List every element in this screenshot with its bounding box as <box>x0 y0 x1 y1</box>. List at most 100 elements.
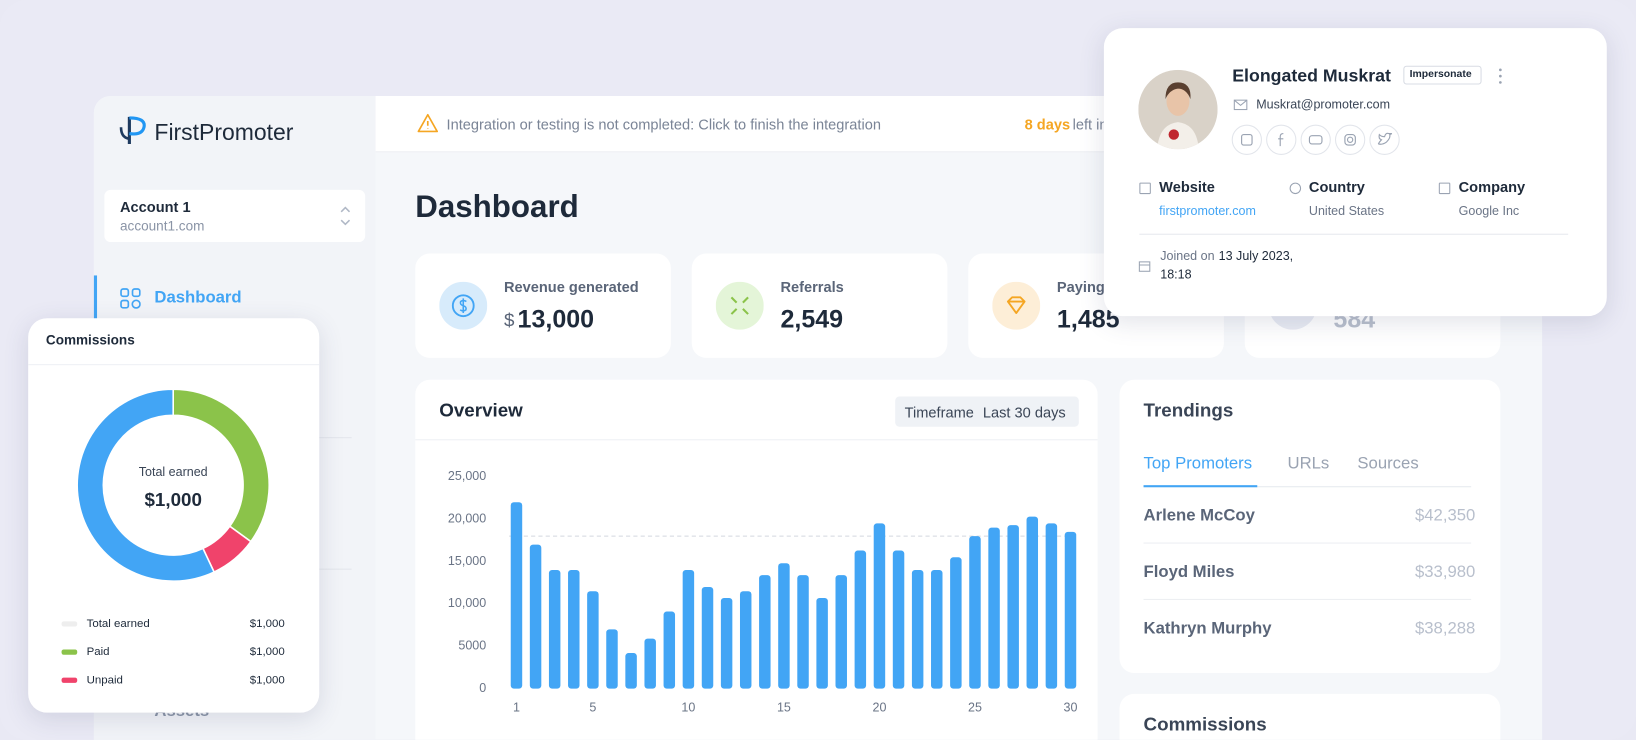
legend-name: Paid <box>87 646 110 658</box>
y-tick-label: 0 <box>479 681 486 695</box>
stat-value: 13,000 <box>517 305 595 334</box>
account-domain: account1.com <box>119 218 205 234</box>
nav-item[interactable]: Dashboard <box>154 289 242 307</box>
bar <box>701 586 714 689</box>
legend-name: Unpaid <box>87 674 123 686</box>
logo-text: FirstPromoter <box>154 118 294 146</box>
bar <box>797 575 809 689</box>
field-value: United States <box>1308 203 1385 219</box>
joined-time: 18:18 <box>1160 267 1192 282</box>
bar <box>548 570 561 689</box>
tab[interactable]: Top Promoters <box>1143 454 1253 473</box>
stat-icon <box>439 281 488 330</box>
legend-value: $1,000 <box>250 618 285 630</box>
divider <box>1143 542 1472 544</box>
account-name: Account 1 <box>119 198 191 215</box>
field-label: Country <box>1308 178 1365 196</box>
account-select[interactable] <box>104 189 366 243</box>
bar <box>587 591 599 689</box>
more-icon[interactable] <box>1496 67 1504 86</box>
legend-value: $1,000 <box>250 646 285 658</box>
x-tick-label: 15 <box>777 701 791 715</box>
card-title: Commissions <box>1143 713 1267 735</box>
x-tick-label: 25 <box>968 701 982 715</box>
bar <box>950 557 962 689</box>
avatar <box>1138 69 1218 150</box>
bar <box>1026 516 1039 689</box>
page-title: Dashboard <box>415 189 579 225</box>
field-icon <box>1289 182 1301 195</box>
nav-indicator <box>93 275 98 322</box>
trendings-title: Trendings <box>1143 399 1234 421</box>
bar <box>931 570 943 689</box>
bar <box>835 575 847 689</box>
center-label: Total earned <box>139 465 208 479</box>
promoter-name: Kathryn Murphy <box>1143 619 1272 638</box>
stat-value: 1,485 <box>1056 305 1120 334</box>
field-value: Google Inc <box>1458 203 1520 219</box>
y-tick-label: 20,000 <box>448 511 486 525</box>
legend-swatch <box>61 649 78 655</box>
bar <box>529 544 542 689</box>
tab[interactable]: Sources <box>1357 454 1419 473</box>
overview-title: Overview <box>439 399 523 421</box>
promoter-amount: $38,288 <box>1414 619 1476 638</box>
bar <box>663 611 676 689</box>
bar <box>816 597 828 689</box>
y-tick-label: 25,000 <box>448 469 486 483</box>
divider <box>1143 598 1472 600</box>
profile-name: Elongated Muskrat <box>1232 65 1391 86</box>
warning-icon <box>417 113 439 133</box>
bar <box>1045 523 1058 689</box>
tab[interactable]: URLs <box>1287 454 1330 473</box>
promoter-amount: $33,980 <box>1414 563 1476 582</box>
x-tick-label: 20 <box>872 701 886 715</box>
divider <box>1139 233 1569 235</box>
bar <box>759 575 771 689</box>
stat-currency: $ <box>503 309 515 331</box>
nav-icon <box>120 288 141 309</box>
chevrons <box>340 206 351 226</box>
joined-prefix: Joined on <box>1160 248 1215 263</box>
commissions-popup <box>28 318 320 713</box>
timeframe-button[interactable] <box>895 396 1079 427</box>
center-value: $1,000 <box>144 489 201 510</box>
promoter-amount: $42,350 <box>1414 507 1476 525</box>
tab-underline <box>1143 485 1258 488</box>
impersonate-button[interactable] <box>1403 65 1482 85</box>
legend-name: Total earned <box>87 618 150 630</box>
promoter-name: Arlene McCoy <box>1143 507 1255 525</box>
banner-message: Integration or testing is not completed:… <box>446 115 881 133</box>
divider <box>415 439 1098 441</box>
stat-label: Paying <box>1056 278 1105 296</box>
stat-label: Revenue generated <box>503 278 639 296</box>
bar <box>510 502 523 689</box>
bar <box>1007 525 1019 689</box>
commissions-chart: Commissions Total earned $1,000 Total earne… <box>46 333 285 687</box>
joined-date: 13 July 2023, <box>1218 248 1294 263</box>
banner-suffix: left in <box>1072 115 1108 133</box>
x-tick-label: 5 <box>589 701 596 715</box>
timeframe-label: Timeframe <box>904 403 974 421</box>
y-tick-label: 15,000 <box>448 554 486 568</box>
bar <box>1064 531 1077 689</box>
bar <box>892 550 905 689</box>
y-tick-label: 5000 <box>458 639 486 653</box>
bar <box>911 570 924 689</box>
commissions-card <box>1119 693 1501 740</box>
legend-swatch <box>61 621 78 627</box>
field-label: Website <box>1159 178 1215 196</box>
mail-icon <box>1233 99 1248 111</box>
legend-swatch <box>61 677 78 683</box>
x-tick-label: 1 <box>513 701 520 715</box>
profile-email: Muskrat@promoter.com <box>1256 97 1390 112</box>
divider <box>28 364 320 366</box>
legend-value: $1,000 <box>250 674 285 686</box>
y-tick-label: 10,000 <box>448 596 486 610</box>
bar <box>988 527 1000 689</box>
card-title: Commissions <box>46 333 135 348</box>
x-tick-label: 30 <box>1064 701 1078 715</box>
